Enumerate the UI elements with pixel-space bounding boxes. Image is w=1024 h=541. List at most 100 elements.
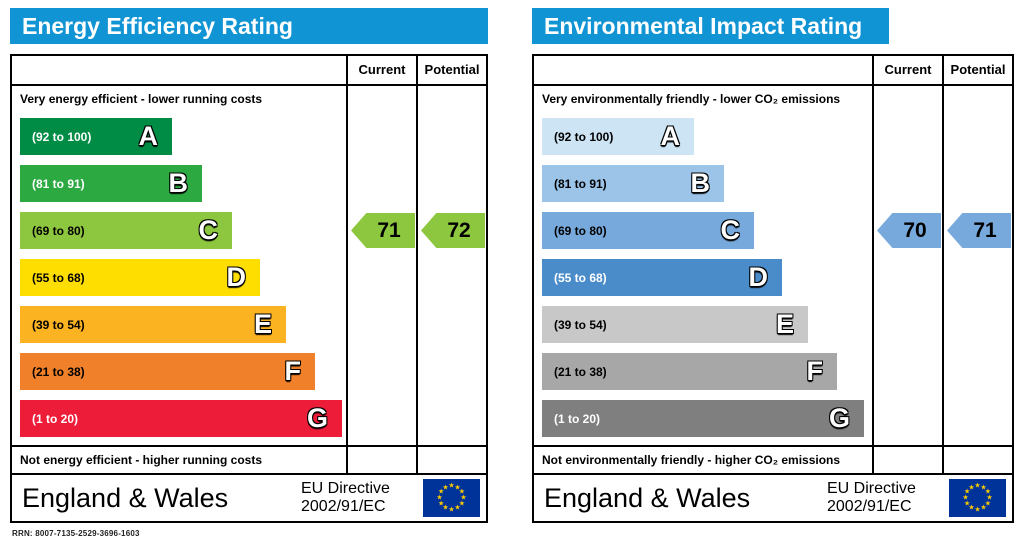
eu-star-icon: ★ (458, 488, 466, 496)
eu-star-icon: ★ (984, 488, 992, 496)
band-d: (55 to 68) D (542, 259, 782, 296)
band-letter: A (660, 121, 681, 151)
eu-star-icon: ★ (984, 500, 992, 508)
region-label: England & Wales (22, 482, 229, 513)
band-e: (39 to 54) E (542, 306, 808, 343)
band-letter: B (690, 168, 711, 198)
band-letter: F (806, 356, 824, 386)
eu-flag-icon: ★ ★ ★ ★ ★ ★ ★ ★ ★ ★ ★ ★ (949, 479, 1006, 517)
energy-efficiency-chart: Energy Efficiency Rating Current Potenti… (10, 8, 488, 523)
column-header-row: Current Potential (12, 56, 486, 86)
band-range: (69 to 80) (32, 223, 85, 238)
bottom-caption: Not environmentally friendly - higher CO… (542, 453, 841, 467)
eu-star-icon: ★ (963, 500, 971, 508)
rrn-reference-number: RRN: 8007-7135-2529-3696-1603 (12, 529, 140, 538)
chart-footer: England & Wales EU Directive 2002/91/EC … (10, 473, 488, 523)
eu-directive-label: EU Directive 2002/91/EC (301, 479, 390, 515)
eu-star-icon: ★ (448, 482, 455, 490)
current-column-header: Current (346, 56, 416, 84)
region-label: England & Wales (544, 482, 751, 513)
band-g: (1 to 20) G (20, 400, 342, 437)
band-range: (21 to 38) (554, 364, 607, 379)
top-caption: Very energy efficient - lower running co… (20, 92, 263, 106)
chart-title: Energy Efficiency Rating (22, 13, 293, 39)
chart-title: Environmental Impact Rating (544, 13, 863, 39)
eu-star-icon: ★ (454, 484, 461, 492)
eu-star-icon: ★ (974, 506, 981, 514)
band-letter: E (775, 309, 794, 339)
band-letter: C (198, 215, 219, 245)
bottom-divider (534, 445, 1012, 447)
bands-area: Very environmentally friendly - lower CO… (534, 86, 872, 473)
band-e: (39 to 54) E (20, 306, 286, 343)
eu-star-icon: ★ (460, 494, 467, 502)
band-letter: G (306, 403, 328, 433)
bottom-caption: Not energy efficient - higher running co… (20, 453, 263, 467)
rating-chart: Current Potential Very energy efficient … (10, 54, 488, 475)
potential-column-header: Potential (416, 56, 486, 84)
band-range: (1 to 20) (554, 411, 601, 426)
band-range: (81 to 91) (32, 176, 85, 191)
chart-title-banner: Environmental Impact Rating (532, 8, 889, 44)
band-range: (21 to 38) (32, 364, 85, 379)
eu-star-icon: ★ (458, 500, 466, 508)
band-d: (55 to 68) D (20, 259, 260, 296)
band-g: (1 to 20) G (542, 400, 864, 437)
current-rating-value: 71 (377, 218, 401, 242)
band-range: (92 to 100) (32, 129, 92, 144)
eu-star-icon: ★ (436, 494, 443, 502)
top-caption: Very environmentally friendly - lower CO… (542, 92, 841, 106)
band-c: (69 to 80) C (542, 212, 754, 249)
band-range: (39 to 54) (554, 317, 607, 332)
band-range: (1 to 20) (32, 411, 79, 426)
bottom-divider (12, 445, 486, 447)
band-f: (21 to 38) F (542, 353, 837, 390)
current-rating-value: 70 (903, 218, 927, 242)
band-b: (81 to 91) B (20, 165, 202, 202)
band-letter: D (748, 262, 769, 292)
chart-body: Very energy efficient - lower running co… (12, 86, 486, 473)
rating-chart: Current Potential Very environmentally f… (532, 54, 1014, 475)
eu-star-icon: ★ (968, 484, 975, 492)
band-letter: D (226, 262, 247, 292)
band-letter: B (168, 168, 189, 198)
band-c: (69 to 80) C (20, 212, 232, 249)
band-range: (81 to 91) (554, 176, 607, 191)
header-spacer (534, 56, 872, 84)
band-f: (21 to 38) F (20, 353, 315, 390)
potential-rating-value: 71 (973, 218, 997, 242)
eu-star-icon: ★ (980, 484, 987, 492)
eu-star-icon: ★ (448, 506, 455, 514)
current-column: 71 (346, 86, 416, 473)
column-header-row: Current Potential (534, 56, 1012, 86)
eu-star-icon: ★ (963, 488, 971, 496)
band-range: (55 to 68) (554, 270, 607, 285)
band-letter: C (720, 215, 741, 245)
current-rating-arrow: 71 (351, 213, 415, 248)
band-range: (55 to 68) (32, 270, 85, 285)
band-a: (92 to 100) A (20, 118, 172, 155)
band-range: (92 to 100) (554, 129, 614, 144)
band-letter: E (253, 309, 272, 339)
header-spacer (12, 56, 346, 84)
potential-column: 72 (416, 86, 486, 473)
band-letter: A (138, 121, 159, 151)
band-letter: F (284, 356, 302, 386)
eu-directive-label: EU Directive 2002/91/EC (827, 479, 916, 515)
potential-rating-arrow: 71 (947, 213, 1011, 248)
current-column: 70 (872, 86, 942, 473)
chart-title-banner: Energy Efficiency Rating (10, 8, 488, 44)
current-rating-arrow: 70 (877, 213, 941, 248)
band-range: (69 to 80) (554, 223, 607, 238)
potential-column: 71 (942, 86, 1012, 473)
eu-star-icon: ★ (442, 504, 449, 512)
eu-star-icon: ★ (968, 504, 975, 512)
eu-star-icon: ★ (962, 494, 969, 502)
eu-star-icon: ★ (980, 504, 987, 512)
potential-rating-arrow: 72 (421, 213, 485, 248)
chart-footer: England & Wales EU Directive 2002/91/EC … (532, 473, 1014, 523)
band-a: (92 to 100) A (542, 118, 694, 155)
potential-rating-value: 72 (447, 218, 471, 242)
eu-star-icon: ★ (454, 504, 461, 512)
bands-area: Very energy efficient - lower running co… (12, 86, 346, 473)
